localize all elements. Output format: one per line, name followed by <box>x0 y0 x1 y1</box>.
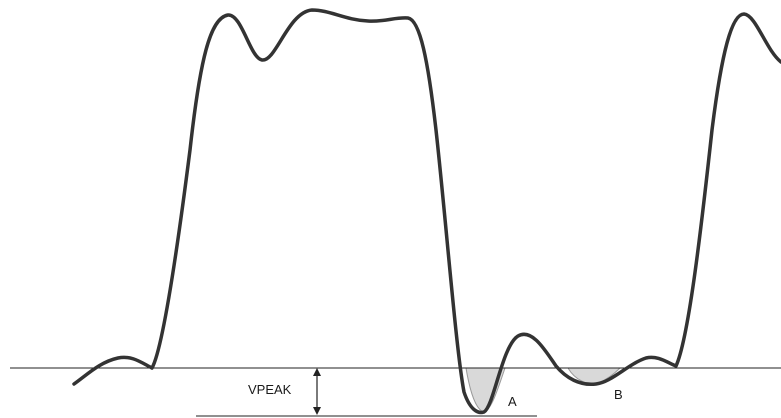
region-b-label: B <box>614 387 623 402</box>
region-a-label: A <box>508 394 517 409</box>
waveform-trace <box>72 8 781 415</box>
vpeak-arrow <box>313 368 321 415</box>
vpeak-label: VPEAK <box>248 382 292 397</box>
